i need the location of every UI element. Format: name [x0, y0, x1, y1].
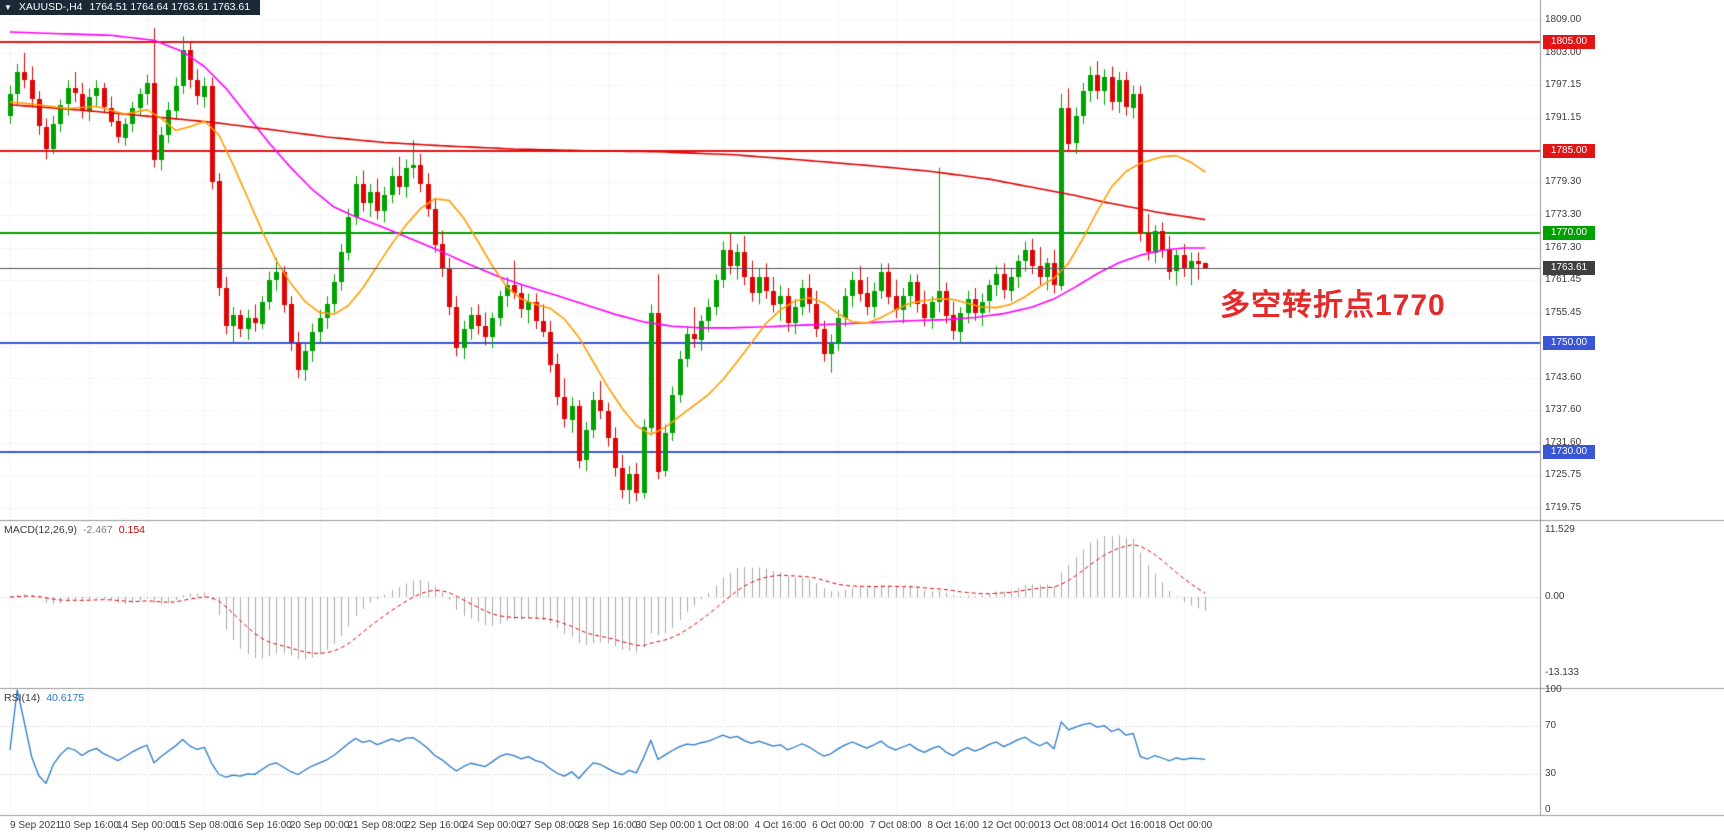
price-axis-label: 1791.15 — [1545, 111, 1582, 123]
date-label: 6 Oct 00:00 — [812, 820, 864, 831]
chevron-down-icon[interactable]: ▼ — [4, 3, 12, 12]
price-axis-label: 1767.30 — [1545, 242, 1582, 254]
price-axis-label: 1743.60 — [1545, 371, 1582, 383]
rsi-axis-30: 30 — [1545, 768, 1557, 779]
price-axis-label: 1755.45 — [1545, 306, 1582, 318]
date-label: 27 Sep 08:00 — [520, 820, 580, 831]
price-level-badge: 1770.00 — [1543, 226, 1595, 241]
current-price-badge: 1763.61 — [1543, 261, 1595, 276]
rsi-axis-100: 100 — [1545, 684, 1562, 695]
date-label: 24 Sep 00:00 — [462, 820, 523, 831]
price-axis-label: 1773.30 — [1545, 209, 1582, 221]
date-label: 30 Sep 00:00 — [635, 820, 695, 831]
price-axis-label: 1761.45 — [1545, 274, 1582, 286]
rsi-indicator-label: RSI(14) 40.6175 — [4, 692, 84, 704]
price-level-badge: 1730.00 — [1543, 444, 1595, 459]
date-label: 28 Sep 16:00 — [577, 820, 638, 831]
macd-indicator-label: MACD(12,26,9) -2.467 0.154 — [4, 524, 145, 536]
date-label: 22 Sep 16:00 — [405, 820, 465, 831]
date-label: 12 Oct 00:00 — [982, 820, 1040, 831]
date-label: 4 Oct 16:00 — [754, 820, 807, 831]
ohlc-readout: 1764.51 1764.64 1763.61 1763.61 — [89, 1, 251, 13]
macd-main-value: -2.467 — [82, 524, 113, 536]
date-label: 15 Sep 08:00 — [174, 820, 235, 831]
price-axis-label: 1803.00 — [1545, 46, 1582, 58]
macd-axis-zero: 0.00 — [1545, 591, 1565, 602]
date-label: 18 Oct 00:00 — [1154, 820, 1213, 831]
price-axis-label: 1737.60 — [1545, 404, 1582, 416]
rsi-axis-70: 70 — [1545, 720, 1557, 731]
price-level-badge: 1750.00 — [1543, 335, 1595, 350]
price-axis-label: 1731.60 — [1545, 437, 1582, 449]
price-level-badge: 1785.00 — [1543, 144, 1595, 159]
macd-name: MACD(12,26,9) — [4, 524, 77, 536]
date-label: 10 Sep 16:00 — [59, 820, 119, 831]
symbol-bar: ▼ XAUUSD-,H4 1764.51 1764.64 1763.61 176… — [0, 0, 261, 15]
macd-axis-min: -13.133 — [1545, 667, 1579, 678]
pivot-annotation: 多空转折点1770 — [1220, 289, 1446, 322]
rsi-axis-0: 0 — [1545, 804, 1551, 815]
date-label: 7 Oct 08:00 — [869, 820, 922, 831]
price-level-badge: 1805.00 — [1543, 34, 1595, 49]
price-axis-label: 1797.15 — [1545, 78, 1582, 90]
macd-axis-max: 11.529 — [1545, 524, 1575, 535]
date-label: 1 Oct 08:00 — [696, 820, 749, 831]
date-label: 14 Oct 16:00 — [1097, 820, 1155, 831]
date-label: 13 Oct 08:00 — [1039, 820, 1098, 831]
rsi-value: 40.6175 — [46, 692, 85, 704]
price-axis-label: 1809.00 — [1545, 14, 1582, 25]
price-axis-label: 1725.75 — [1545, 469, 1582, 481]
symbol-timeframe-label: XAUUSD-,H4 — [18, 1, 83, 13]
macd-signal-value: 0.154 — [118, 524, 146, 536]
date-label: 20 Sep 00:00 — [289, 820, 350, 831]
date-label: 14 Sep 00:00 — [117, 820, 177, 831]
price-axis-label: 1719.75 — [1545, 502, 1582, 514]
date-label: 9 Sep 2021 — [10, 820, 62, 831]
price-axis-label: 1779.30 — [1545, 176, 1582, 188]
date-label: 16 Sep 16:00 — [232, 820, 292, 831]
date-label: 8 Oct 16:00 — [927, 820, 980, 831]
date-label: 21 Sep 08:00 — [347, 820, 407, 831]
rsi-name: RSI(14) — [4, 692, 41, 704]
